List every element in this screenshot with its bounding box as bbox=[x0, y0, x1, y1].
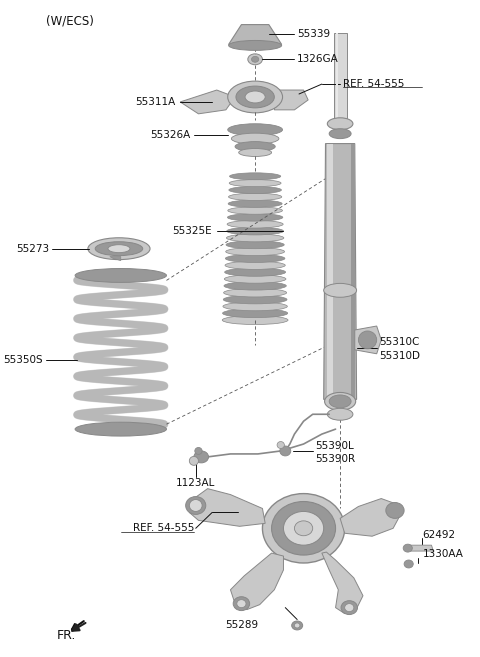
Text: 55311A: 55311A bbox=[135, 97, 176, 107]
Ellipse shape bbox=[226, 254, 285, 263]
Ellipse shape bbox=[345, 604, 354, 612]
Ellipse shape bbox=[186, 497, 206, 514]
Ellipse shape bbox=[226, 248, 285, 256]
Ellipse shape bbox=[284, 511, 324, 545]
Text: 55350S: 55350S bbox=[3, 355, 43, 365]
Ellipse shape bbox=[294, 521, 312, 535]
Text: 55326A: 55326A bbox=[150, 129, 190, 140]
Text: 55310C: 55310C bbox=[379, 337, 420, 347]
Text: 1330AA: 1330AA bbox=[422, 549, 463, 559]
Ellipse shape bbox=[228, 200, 282, 208]
Ellipse shape bbox=[280, 446, 291, 456]
Ellipse shape bbox=[194, 451, 208, 463]
Ellipse shape bbox=[359, 331, 377, 349]
Ellipse shape bbox=[88, 238, 150, 260]
Ellipse shape bbox=[195, 447, 202, 455]
Ellipse shape bbox=[227, 234, 284, 242]
Ellipse shape bbox=[404, 560, 413, 568]
Ellipse shape bbox=[263, 493, 345, 563]
Ellipse shape bbox=[324, 392, 356, 411]
Ellipse shape bbox=[233, 597, 250, 610]
Text: REF. 54-555: REF. 54-555 bbox=[343, 79, 404, 89]
Text: 55289: 55289 bbox=[225, 620, 258, 631]
Ellipse shape bbox=[272, 501, 336, 555]
Polygon shape bbox=[275, 90, 308, 110]
Polygon shape bbox=[110, 257, 121, 261]
Ellipse shape bbox=[222, 315, 288, 325]
Ellipse shape bbox=[327, 118, 353, 129]
Polygon shape bbox=[322, 552, 363, 614]
Text: 62492: 62492 bbox=[422, 530, 456, 540]
Polygon shape bbox=[408, 545, 433, 551]
Ellipse shape bbox=[228, 124, 283, 135]
Ellipse shape bbox=[248, 54, 263, 65]
Ellipse shape bbox=[75, 269, 167, 283]
Text: REF. 54-555: REF. 54-555 bbox=[132, 523, 194, 533]
Ellipse shape bbox=[229, 173, 281, 180]
Ellipse shape bbox=[229, 179, 281, 187]
Ellipse shape bbox=[227, 220, 283, 228]
Ellipse shape bbox=[327, 408, 353, 420]
Ellipse shape bbox=[386, 503, 404, 518]
Ellipse shape bbox=[189, 499, 202, 511]
Polygon shape bbox=[189, 489, 265, 526]
Polygon shape bbox=[336, 33, 338, 122]
Ellipse shape bbox=[226, 241, 284, 249]
Ellipse shape bbox=[329, 395, 351, 408]
Ellipse shape bbox=[228, 193, 282, 200]
Ellipse shape bbox=[223, 309, 288, 317]
Ellipse shape bbox=[292, 621, 303, 630]
Ellipse shape bbox=[228, 81, 283, 113]
Ellipse shape bbox=[237, 600, 246, 608]
Ellipse shape bbox=[223, 302, 288, 311]
Ellipse shape bbox=[75, 422, 167, 436]
Ellipse shape bbox=[108, 244, 130, 253]
Ellipse shape bbox=[95, 242, 143, 256]
Ellipse shape bbox=[225, 261, 285, 269]
Ellipse shape bbox=[223, 295, 287, 304]
Ellipse shape bbox=[235, 142, 275, 152]
Ellipse shape bbox=[252, 57, 259, 62]
Polygon shape bbox=[230, 553, 284, 610]
Text: 55339: 55339 bbox=[297, 28, 330, 39]
Text: 1123AL: 1123AL bbox=[176, 478, 216, 487]
Ellipse shape bbox=[227, 227, 284, 235]
Ellipse shape bbox=[224, 282, 286, 290]
Text: (W/ECS): (W/ECS) bbox=[46, 14, 94, 28]
Ellipse shape bbox=[228, 207, 282, 214]
Text: 55273: 55273 bbox=[16, 244, 49, 254]
Text: FR.: FR. bbox=[57, 629, 76, 642]
Polygon shape bbox=[334, 33, 347, 122]
Ellipse shape bbox=[229, 187, 281, 194]
Ellipse shape bbox=[228, 214, 283, 221]
Text: 55390L: 55390L bbox=[315, 441, 354, 451]
Ellipse shape bbox=[231, 133, 279, 144]
Ellipse shape bbox=[324, 283, 357, 297]
Text: 55325E: 55325E bbox=[172, 226, 212, 236]
Ellipse shape bbox=[329, 129, 351, 139]
Polygon shape bbox=[228, 24, 282, 45]
Ellipse shape bbox=[189, 457, 198, 465]
Ellipse shape bbox=[225, 268, 286, 277]
Polygon shape bbox=[180, 90, 235, 114]
Ellipse shape bbox=[239, 148, 272, 156]
Ellipse shape bbox=[228, 41, 282, 51]
Ellipse shape bbox=[245, 91, 265, 103]
Ellipse shape bbox=[224, 275, 286, 283]
Ellipse shape bbox=[224, 288, 287, 297]
Text: 1326GA: 1326GA bbox=[297, 55, 339, 64]
Ellipse shape bbox=[277, 442, 284, 449]
Ellipse shape bbox=[294, 623, 300, 628]
Text: 55390R: 55390R bbox=[315, 454, 356, 464]
Ellipse shape bbox=[403, 544, 412, 552]
Ellipse shape bbox=[236, 86, 275, 108]
Polygon shape bbox=[355, 326, 381, 353]
Polygon shape bbox=[324, 144, 357, 399]
Polygon shape bbox=[340, 499, 399, 536]
Ellipse shape bbox=[341, 600, 358, 614]
Text: 55310D: 55310D bbox=[379, 351, 420, 361]
Polygon shape bbox=[351, 144, 355, 399]
Polygon shape bbox=[327, 144, 333, 399]
